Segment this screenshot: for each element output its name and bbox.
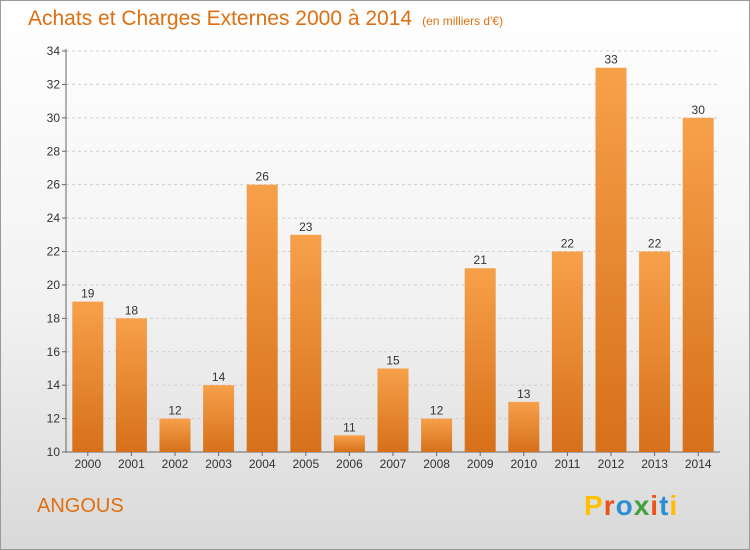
bar [508,401,540,452]
y-tick-label: 26 [47,178,61,192]
x-tick-label: 2014 [685,457,712,471]
bar-value-label: 22 [648,237,662,251]
y-tick-label: 12 [47,412,61,426]
bar [115,318,147,452]
chart-title-text: Achats et Charges Externes 2000 à 2014 [28,7,413,30]
bar-value-label: 22 [561,237,575,251]
bar-value-label: 11 [343,420,356,434]
y-tick-label: 34 [47,44,61,58]
x-tick-label: 2004 [249,457,276,471]
y-tick-label: 22 [47,245,61,259]
x-tick-label: 2010 [510,457,537,471]
x-tick-label: 2000 [74,457,101,471]
bar-value-label: 12 [168,404,182,418]
labels: 10 12 14 16 18 20 22 24 26 28 30 32 34 19 2000 18 2001 12… [47,44,712,471]
x-tick-label: 2001 [118,457,145,471]
bar [203,385,235,452]
y-tick-label: 18 [47,311,61,325]
y-tick-label: 24 [47,211,61,225]
bar-value-label: 15 [386,353,400,367]
bar-value-label: 19 [81,287,95,301]
chart-title: Achats et Charges Externes 2000 à 2014 (e… [28,7,503,31]
x-tick-label: 2003 [205,457,232,471]
logo-letter: P [584,490,604,521]
x-tick-label: 2008 [423,457,450,471]
x-tick-label: 2012 [598,457,625,471]
chart-unit: (en milliers d'€) [422,14,504,28]
y-tick-label: 14 [47,378,61,392]
bar [639,251,671,452]
x-tick-label: 2011 [554,457,580,471]
y-tick-label: 30 [47,111,61,125]
bar-value-label: 12 [430,404,444,418]
bar [377,368,409,452]
bar [333,435,365,452]
x-tick-label: 2009 [467,457,494,471]
logo-letter: i [669,490,679,521]
bar-value-label: 26 [256,170,270,184]
x-tick-label: 2006 [336,457,363,471]
bar [290,234,322,452]
x-tick-label: 2013 [641,457,668,471]
logo-letter: x [633,490,651,521]
bar [72,301,104,452]
bar [159,418,191,452]
logo-letter: o [615,490,634,521]
y-tick-label: 32 [47,77,61,91]
bar [551,251,583,452]
logo-letter: i [650,490,660,521]
bars [72,67,714,452]
bar [682,117,714,452]
x-tick-label: 2002 [162,457,189,471]
y-tick-label: 16 [47,345,61,359]
proxiti-logo[interactable]: Proxiti [584,490,678,522]
bar-value-label: 23 [299,220,313,234]
bar-value-label: 13 [517,387,531,401]
bar-value-label: 33 [604,53,618,67]
x-tick-label: 2007 [380,457,407,471]
y-tick-label: 28 [47,144,61,158]
bar [246,184,278,452]
bar [464,268,496,452]
commune-name: ANGOUS [37,495,124,517]
y-tick-label: 10 [47,445,61,459]
bar [421,418,453,452]
bar [595,67,627,452]
x-tick-label: 2005 [292,457,319,471]
bar-value-label: 30 [692,103,706,117]
bar-value-label: 14 [212,370,226,384]
bar-value-label: 21 [474,253,488,267]
logo-letter: t [659,490,670,521]
logo-letter: r [603,490,616,521]
bar-value-label: 18 [125,303,139,317]
y-tick-label: 20 [47,278,61,292]
